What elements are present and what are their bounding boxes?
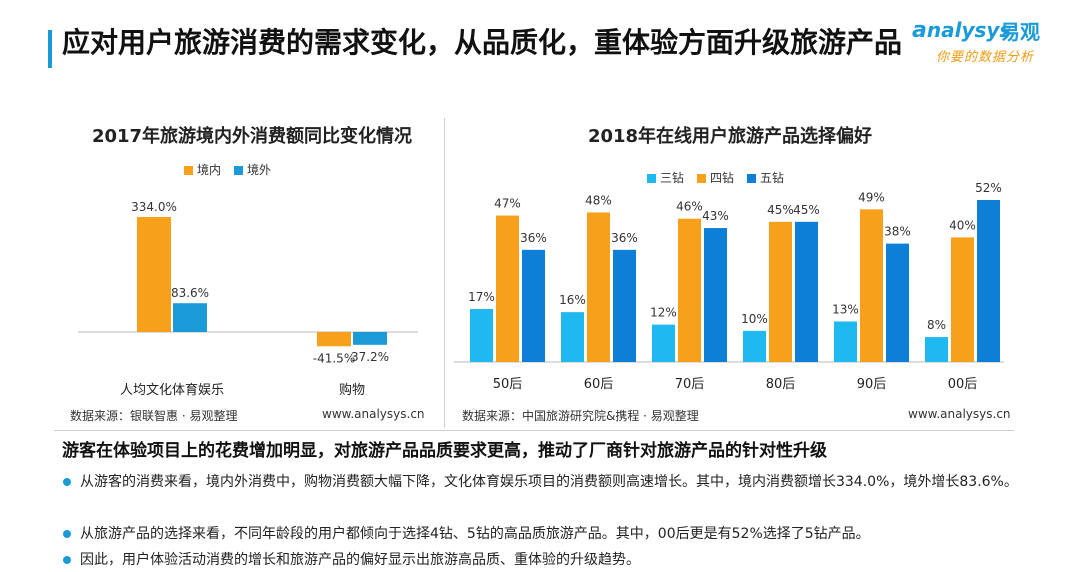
bullet-dot bbox=[63, 478, 71, 486]
title-accent-bar bbox=[48, 30, 52, 68]
left-bar-0-0 bbox=[137, 217, 171, 332]
left-data-label-0-0: 334.0% bbox=[131, 200, 177, 214]
logo-cn-name: 易观 bbox=[1000, 20, 1040, 44]
left-data-label-0-1: 83.6% bbox=[171, 286, 209, 300]
right-chart: 三钻 四钻 五钻 17% 47% 36% 50后 16% 48% 36% 60后 12% 46%43% 7… bbox=[454, 170, 1004, 392]
right-category-label-1: 60后 bbox=[584, 377, 614, 392]
right-bar-0-2 bbox=[522, 249, 545, 362]
bullet-dot bbox=[63, 556, 71, 564]
right-bar-1-0 bbox=[561, 312, 584, 362]
left-chart-site: www.analysys.cn bbox=[322, 407, 425, 421]
legend-swatch-1 bbox=[697, 174, 706, 183]
right-bar-2-2 bbox=[704, 228, 727, 362]
legend-label-0: 三钻 bbox=[660, 170, 684, 185]
summary-bullet-3: 因此，用户体验活动消费的增长和旅游产品的偏好显示出旅游高品质、重体验的升级趋势。 bbox=[63, 550, 1040, 571]
right-bar-4-1 bbox=[860, 209, 883, 362]
right-chart-title: 2018年在线用户旅游产品选择偏好 bbox=[587, 126, 873, 147]
right-data-label-0-1: 47% bbox=[494, 197, 521, 211]
right-data-label-1-0: 16% bbox=[559, 293, 586, 307]
right-chart-source: 数据来源：中国旅游研究院&携程 · 易观整理 bbox=[462, 409, 699, 423]
right-chart-site: www.analysys.cn bbox=[908, 407, 1011, 421]
legend-label-1: 境外 bbox=[247, 162, 271, 177]
right-bar-3-0 bbox=[743, 330, 766, 362]
right-category-label-2: 70后 bbox=[675, 377, 705, 392]
right-bar-5-2 bbox=[977, 200, 1000, 362]
right-bar-3-2 bbox=[795, 221, 818, 362]
right-bar-1-1 bbox=[587, 212, 610, 362]
right-data-label-2-1: 46% bbox=[676, 200, 703, 214]
right-bar-1-2 bbox=[613, 249, 636, 362]
right-bar-4-0 bbox=[834, 321, 857, 362]
left-bar-0-1 bbox=[173, 303, 207, 332]
summary-headline: 游客在体验项目上的花费增加明显，对旅游产品品质要求更高，推动了厂商针对旅游产品的… bbox=[62, 441, 827, 461]
left-chart-source: 数据来源：银联智惠 · 易观整理 bbox=[70, 409, 238, 423]
right-data-label-3-2: 45% bbox=[793, 203, 820, 217]
left-data-label-1-1: 37.2% bbox=[351, 350, 389, 364]
bullet-dot bbox=[63, 530, 71, 538]
right-data-label-2-0: 12% bbox=[650, 306, 677, 320]
right-bar-5-0 bbox=[925, 337, 948, 362]
left-bar-1-1 bbox=[353, 332, 387, 345]
left-chart: 境内 境外 334.0% 83.6% 人均文化体育娱乐 -41.5%37.2% 购物 bbox=[78, 162, 418, 398]
right-data-label-4-1: 49% bbox=[858, 190, 885, 204]
right-data-label-2-2: 43% bbox=[702, 209, 729, 223]
right-data-label-5-1: 40% bbox=[949, 218, 976, 232]
right-bar-3-1 bbox=[769, 221, 792, 362]
legend-swatch-0 bbox=[647, 174, 656, 183]
right-bar-0-0 bbox=[470, 309, 493, 362]
page-title: 应对用户旅游消费的需求变化，从品质化，重体验方面升级旅游产品 bbox=[62, 26, 903, 59]
right-category-label-3: 80后 bbox=[766, 377, 796, 392]
right-data-label-0-2: 36% bbox=[520, 231, 547, 245]
logo-wordmark: analysys bbox=[912, 18, 1012, 43]
left-category-label-0: 人均文化体育娱乐 bbox=[120, 382, 224, 398]
right-bar-2-1 bbox=[678, 218, 701, 362]
left-bar-1-0 bbox=[317, 332, 351, 347]
logo-slogan: 你要的数据分析 bbox=[936, 50, 1035, 65]
section-divider bbox=[54, 430, 1014, 431]
summary-bullet-2: 从旅游产品的选择来看，不同年龄段的用户都倾向于选择4钻、5钻的高品质旅游产品。其… bbox=[63, 524, 1040, 545]
right-bar-4-2 bbox=[886, 243, 909, 362]
right-data-label-4-0: 13% bbox=[832, 303, 859, 317]
right-data-label-5-0: 8% bbox=[927, 318, 946, 332]
right-data-label-0-0: 17% bbox=[468, 290, 495, 304]
right-bar-5-1 bbox=[951, 237, 974, 362]
legend-label-0: 境内 bbox=[197, 162, 221, 177]
left-category-label-1: 购物 bbox=[339, 382, 365, 398]
right-data-label-3-0: 10% bbox=[741, 312, 768, 326]
left-data-label-1-0: -41.5% bbox=[313, 351, 355, 365]
legend-swatch-0 bbox=[184, 166, 193, 175]
right-data-label-1-1: 48% bbox=[585, 193, 612, 207]
legend-label-1: 四钻 bbox=[710, 170, 734, 185]
analysys-logo: analysys 易观 你要的数据分析 bbox=[912, 18, 1062, 68]
right-data-label-3-1: 45% bbox=[767, 203, 794, 217]
legend-label-2: 五钻 bbox=[760, 170, 784, 185]
right-bar-2-0 bbox=[652, 324, 675, 362]
legend-swatch-1 bbox=[234, 166, 243, 175]
summary-bullet-1: 从游客的消费来看，境内外消费中，购物消费额大幅下降，文化体育娱乐项目的消费额则高… bbox=[63, 472, 1040, 493]
chart-divider bbox=[444, 118, 445, 428]
left-chart-title: 2017年旅游境内外消费额同比变化情况 bbox=[91, 126, 413, 147]
right-category-label-5: 00后 bbox=[948, 377, 978, 392]
right-data-label-5-2: 52% bbox=[975, 181, 1002, 195]
right-category-label-4: 90后 bbox=[857, 377, 887, 392]
right-data-label-4-2: 38% bbox=[884, 225, 911, 239]
right-data-label-1-2: 36% bbox=[611, 231, 638, 245]
right-category-label-0: 50后 bbox=[493, 377, 523, 392]
legend-swatch-2 bbox=[747, 174, 756, 183]
right-bar-0-1 bbox=[496, 215, 519, 362]
